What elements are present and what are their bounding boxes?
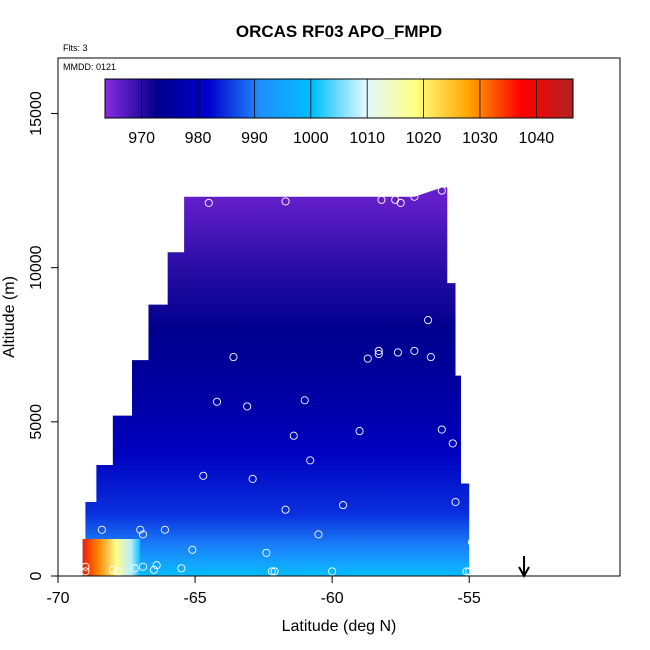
observation-point (363, 354, 372, 363)
observation-point (188, 545, 197, 554)
colorbar: 970 980 990 1000 1010 1020 1030 1040 (104, 78, 574, 147)
y-axis: 0 5000 10000 15000 (28, 91, 58, 580)
colorbar-tick-label: 970 (128, 130, 155, 147)
observation-point (114, 567, 123, 576)
heatmap-field (82, 187, 475, 576)
observation-point (267, 567, 276, 576)
observation-point (243, 402, 252, 411)
field-gradient (82, 187, 475, 576)
observation-point (289, 431, 298, 440)
x-tick-label: -65 (184, 590, 207, 607)
observation-point (300, 396, 309, 405)
observation-point (448, 439, 457, 448)
observation-point (262, 548, 271, 557)
flights-label: Flts: 3 (63, 43, 88, 53)
y-tick-label: 10000 (28, 245, 45, 290)
observation-point (462, 567, 471, 576)
observation-point (410, 346, 419, 355)
observation-point (374, 346, 383, 355)
y-tick-label: 5000 (28, 404, 45, 440)
observation-point (281, 505, 290, 514)
observation-point (204, 198, 213, 207)
observation-point (328, 567, 337, 576)
observation-point (248, 474, 257, 483)
observation-point (355, 427, 364, 436)
observation-point (467, 538, 477, 547)
colorbar-tick-label: 980 (185, 130, 212, 147)
observation-point (130, 564, 139, 573)
date-label: MMDD: 0121 (63, 62, 116, 72)
observation-point (281, 197, 290, 206)
observation-point (426, 353, 435, 362)
observation-point (270, 567, 279, 576)
observation-point (410, 192, 419, 201)
y-tick-label: 0 (28, 571, 45, 580)
colorbar-gradient (104, 78, 574, 119)
plot-frame (57, 57, 621, 577)
observation-point (374, 349, 383, 359)
x-tick-label: -55 (458, 590, 481, 607)
observation-point (97, 525, 106, 534)
observation-point (177, 564, 186, 573)
x-axis: -70 -65 -60 -55 (46, 576, 481, 607)
observation-points (81, 186, 477, 576)
observation-point (138, 530, 148, 539)
observation-point (81, 562, 90, 571)
surface-hotspot (82, 539, 141, 576)
colorbar-tick-label: 1030 (462, 130, 498, 147)
colorbar-tick-label: 1010 (349, 130, 385, 147)
observation-point (437, 186, 446, 195)
colorbar-tick-lines (141, 79, 537, 118)
observation-point (424, 316, 433, 325)
observation-point (199, 471, 208, 480)
observation-point (152, 561, 161, 570)
observation-point (212, 397, 222, 406)
observation-point (108, 565, 117, 574)
observation-point (81, 567, 90, 576)
observation-point (229, 353, 238, 362)
colorbar-tick-label: 990 (241, 130, 268, 147)
colorbar-tick-label: 1000 (293, 130, 329, 147)
observation-point (393, 348, 402, 357)
observation-point (306, 456, 315, 465)
observation-point (136, 525, 145, 534)
arrow-head (518, 566, 530, 579)
observation-point (396, 198, 405, 207)
observation-point (339, 501, 348, 510)
x-axis-label: Latitude (deg N) (282, 618, 397, 635)
x-tick-label: -70 (46, 590, 69, 607)
x-tick-label: -60 (321, 590, 344, 607)
colorbar-tick-labels: 970 980 990 1000 1010 1020 1030 1040 (128, 130, 554, 147)
observation-point (465, 567, 474, 576)
colorbar-tick-label: 1040 (519, 130, 555, 147)
observation-point (314, 530, 323, 539)
chart-title: ORCAS RF03 APO_FMPD (236, 22, 442, 41)
observation-point (149, 565, 159, 574)
observation-point (437, 425, 446, 434)
y-axis-label: Altitude (m) (1, 276, 18, 358)
observation-point (377, 195, 386, 204)
colorbar-tick-label: 1020 (406, 130, 442, 147)
observation-point (160, 525, 169, 534)
observation-point (451, 497, 460, 507)
observation-point (138, 562, 148, 571)
arrow-marker (518, 556, 530, 579)
y-tick-label: 15000 (28, 91, 45, 136)
